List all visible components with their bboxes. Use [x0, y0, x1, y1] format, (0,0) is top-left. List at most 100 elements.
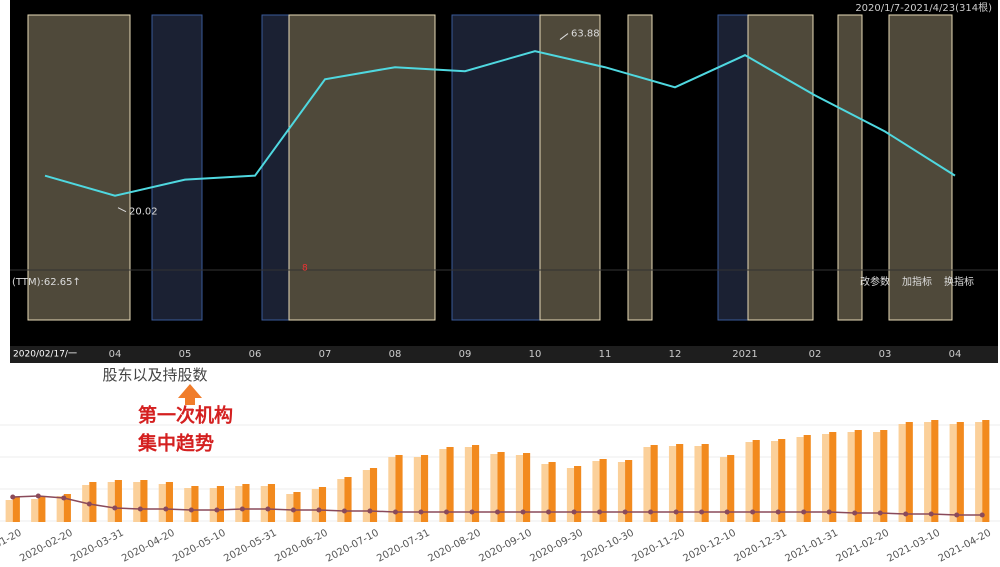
bar: [395, 455, 403, 522]
bar: [56, 496, 64, 522]
bar: [924, 422, 932, 522]
bar: [260, 486, 268, 522]
bar: [898, 424, 906, 522]
bar: [982, 420, 990, 522]
bar: [31, 499, 39, 522]
bar: [523, 453, 531, 522]
bar: [719, 457, 728, 522]
zone: [747, 14, 814, 321]
holder-point: [86, 501, 92, 507]
x-tick-label: 11: [599, 349, 612, 360]
x-tick-label: 2020-08-20: [426, 528, 482, 563]
x-tick-label: 2020-05-10: [171, 528, 227, 563]
holder-point: [35, 493, 41, 499]
holder-point: [775, 509, 781, 515]
holder-point: [954, 512, 960, 518]
button[interactable]: 换指标: [944, 275, 974, 288]
holder-point: [903, 511, 909, 517]
holder-point: [852, 510, 858, 516]
bar: [344, 477, 352, 522]
x-tick-label: 2021-01-31: [783, 528, 839, 563]
bar: [803, 435, 811, 522]
bar: [413, 457, 421, 522]
x-tick-label: 09: [459, 349, 472, 360]
holder-point: [495, 509, 500, 515]
bar: [599, 459, 607, 522]
holder-point: [239, 506, 245, 512]
holder-point: [801, 509, 807, 515]
x-tick-label: 10: [529, 349, 542, 360]
bar: [89, 482, 97, 522]
bar: [165, 482, 173, 522]
annotation: 集中趋势: [137, 432, 214, 455]
x-tick-label: 02: [809, 349, 822, 360]
zone: [151, 14, 203, 321]
holder-point: [546, 509, 552, 515]
bar: [592, 461, 600, 522]
holder-point: [137, 506, 143, 512]
range-label: 2020/1/7-2021/4/23(314根): [855, 1, 992, 14]
holder-point: [826, 509, 832, 515]
bar: [668, 446, 677, 522]
holder-point: [316, 507, 322, 513]
annotation: 第一次机构: [138, 404, 233, 427]
holder-point: [699, 509, 705, 515]
holder-point: [418, 509, 424, 515]
bar: [497, 452, 505, 522]
bar: [209, 488, 217, 522]
low-label: 20.02: [129, 207, 158, 218]
bar: [311, 489, 319, 522]
zone: [261, 14, 290, 321]
holder-point: [290, 507, 296, 513]
x-tick-label: 2020-04-20: [120, 528, 176, 563]
bar: [439, 449, 447, 522]
x-tick-label: 2020-10-30: [579, 528, 635, 563]
x-tick-label: 04: [949, 349, 962, 360]
marker-label: 8: [302, 264, 308, 274]
bar: [318, 487, 327, 522]
bar: [286, 494, 294, 522]
holder-point: [979, 512, 985, 518]
bar: [242, 484, 250, 522]
bar: [770, 441, 779, 522]
x-tick-label: 2020-06-20: [273, 528, 329, 563]
bar: [701, 444, 709, 522]
panel-title: 股东以及持股数: [102, 366, 207, 384]
x-tick-label: 2020/02/17/一: [13, 350, 77, 360]
bar: [362, 470, 370, 522]
x-tick-label: 08: [389, 349, 402, 360]
bar: [446, 447, 454, 522]
zone: [451, 14, 541, 321]
x-tick-label: 05: [179, 349, 192, 360]
holder-point: [597, 509, 603, 515]
bar: [541, 464, 549, 522]
x-tick-label: 03: [879, 349, 892, 360]
bar: [566, 468, 575, 522]
holder-point: [61, 495, 67, 501]
x-tick-label: 2020-11-20: [630, 528, 686, 563]
x-tick-label: 06: [249, 349, 262, 360]
holder-point: [214, 507, 220, 513]
bar: [5, 500, 13, 522]
button[interactable]: 加指标: [902, 275, 932, 288]
bar: [796, 437, 804, 522]
bar: [490, 454, 498, 522]
bar: [931, 420, 939, 522]
button[interactable]: 改参数: [860, 275, 890, 288]
x-tick-label: 2020-12-31: [732, 528, 788, 563]
holder-point: [112, 505, 118, 511]
bar: [752, 440, 760, 522]
holder-point: [265, 506, 271, 512]
bar: [617, 462, 626, 522]
bar: [778, 439, 786, 522]
bar: [854, 430, 862, 522]
x-tick-label: 2021-03-10: [886, 528, 942, 563]
holder-point: [520, 509, 526, 515]
bar: [191, 486, 199, 522]
bar: [905, 422, 913, 522]
bar: [625, 460, 633, 522]
x-tick-label: 2020-07-10: [324, 528, 380, 563]
holder-point: [469, 509, 475, 515]
x-tick-label: 07: [319, 349, 332, 360]
